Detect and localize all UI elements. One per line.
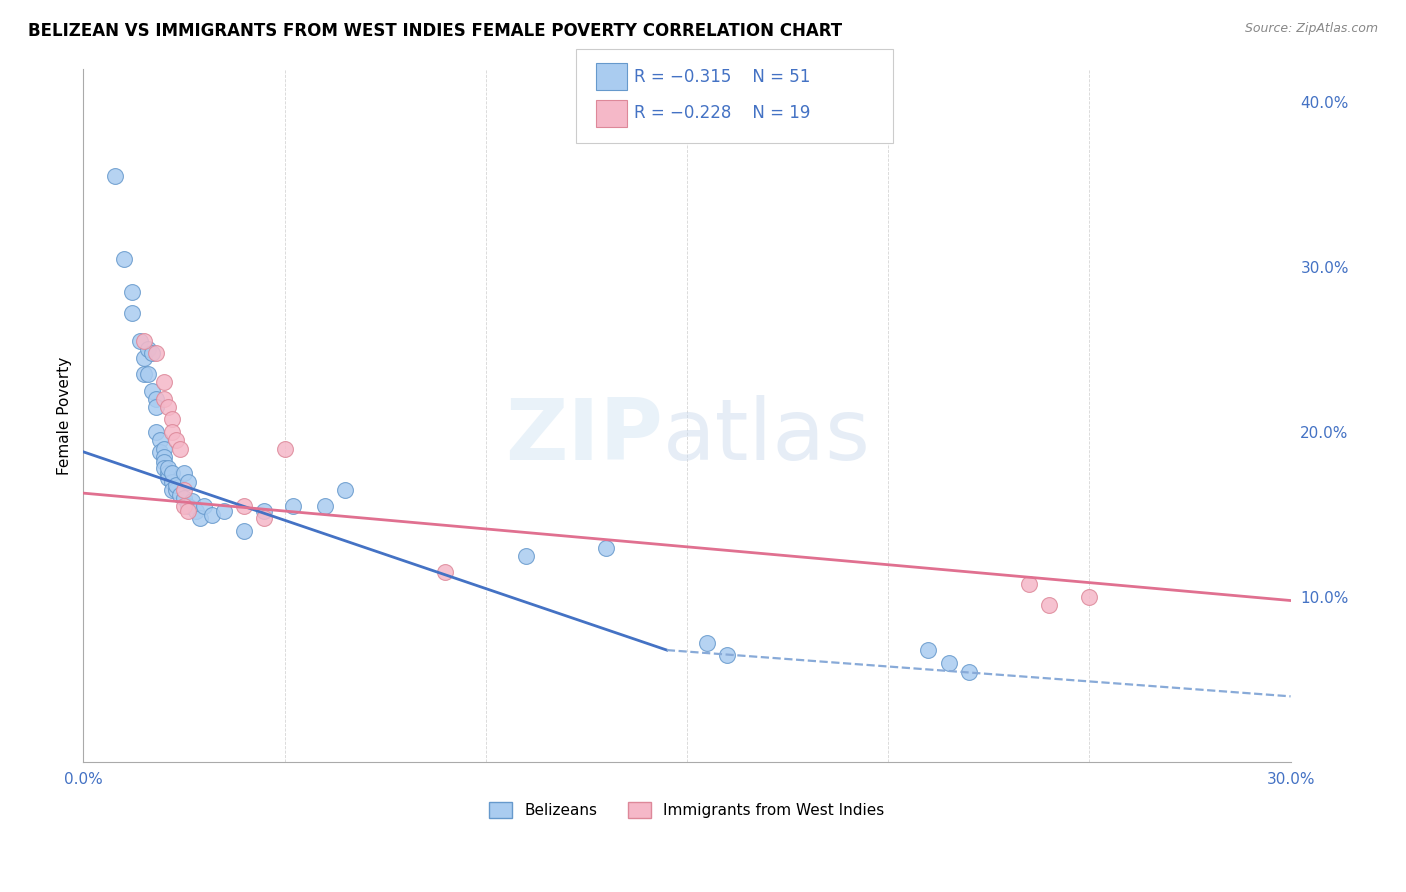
Point <box>233 524 256 538</box>
Point <box>434 566 457 580</box>
Point <box>152 376 174 390</box>
Point <box>177 475 200 489</box>
Point <box>128 334 150 348</box>
Point <box>1018 577 1040 591</box>
Point <box>169 442 191 456</box>
Text: Source: ZipAtlas.com: Source: ZipAtlas.com <box>1244 22 1378 36</box>
Point <box>152 461 174 475</box>
Point <box>160 475 183 489</box>
Point <box>112 252 135 266</box>
Point <box>515 549 537 563</box>
Point <box>173 491 195 505</box>
Point <box>145 425 167 439</box>
Point <box>253 504 276 518</box>
Text: R = −0.228    N = 19: R = −0.228 N = 19 <box>634 104 810 122</box>
Point <box>957 665 980 679</box>
Point <box>165 483 187 497</box>
Point <box>595 541 617 555</box>
Point <box>201 508 224 522</box>
Point <box>716 648 738 662</box>
Point <box>145 401 167 415</box>
Text: R = −0.315    N = 51: R = −0.315 N = 51 <box>634 68 810 86</box>
Point <box>177 504 200 518</box>
Point <box>160 425 183 439</box>
Point <box>193 500 215 514</box>
Point <box>938 657 960 671</box>
Point <box>141 384 163 398</box>
Point <box>281 500 304 514</box>
Text: BELIZEAN VS IMMIGRANTS FROM WEST INDIES FEMALE POVERTY CORRELATION CHART: BELIZEAN VS IMMIGRANTS FROM WEST INDIES … <box>28 22 842 40</box>
Point <box>156 461 179 475</box>
Point <box>212 504 235 518</box>
Point <box>165 478 187 492</box>
Point <box>1038 599 1060 613</box>
Point <box>136 367 159 381</box>
Point <box>233 500 256 514</box>
Point <box>188 511 211 525</box>
Point <box>273 442 295 456</box>
Point <box>156 401 179 415</box>
Point <box>149 445 172 459</box>
Point <box>160 411 183 425</box>
Point <box>1078 591 1101 605</box>
Point <box>696 636 718 650</box>
Point <box>152 442 174 456</box>
Legend: Belizeans, Immigrants from West Indies: Belizeans, Immigrants from West Indies <box>484 796 890 824</box>
Point <box>314 500 336 514</box>
Point <box>132 367 155 381</box>
Point <box>152 392 174 406</box>
Point <box>917 643 939 657</box>
Point <box>132 334 155 348</box>
Point <box>184 504 207 518</box>
Point <box>181 494 204 508</box>
Point <box>152 455 174 469</box>
Point <box>156 467 179 481</box>
Point <box>173 467 195 481</box>
Point <box>104 169 127 183</box>
Point <box>169 488 191 502</box>
Text: ZIP: ZIP <box>505 395 662 478</box>
Point <box>333 483 356 497</box>
Point <box>149 434 172 448</box>
Point <box>160 467 183 481</box>
Point <box>156 471 179 485</box>
Point <box>136 343 159 357</box>
Point <box>165 434 187 448</box>
Point <box>141 345 163 359</box>
Point <box>173 500 195 514</box>
Point <box>173 483 195 497</box>
Point <box>132 351 155 365</box>
Point <box>121 306 143 320</box>
Y-axis label: Female Poverty: Female Poverty <box>58 356 72 475</box>
Point <box>145 345 167 359</box>
Point <box>253 511 276 525</box>
Point <box>160 483 183 497</box>
Text: atlas: atlas <box>662 395 870 478</box>
Point <box>152 450 174 464</box>
Point <box>121 285 143 299</box>
Point <box>145 392 167 406</box>
Point <box>177 500 200 514</box>
